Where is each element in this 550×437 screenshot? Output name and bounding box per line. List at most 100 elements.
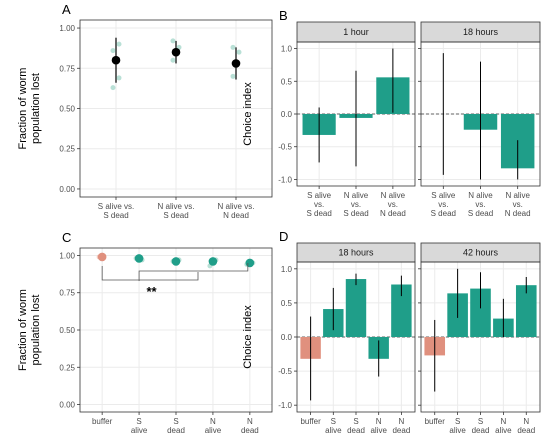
x-tick-line: N xyxy=(500,417,506,426)
x-tick-line: vs. xyxy=(475,200,485,209)
x-tick-line: N xyxy=(376,417,382,426)
y-tick-label: 1.0 xyxy=(281,265,293,274)
x-tick-line: N xyxy=(210,417,216,426)
strip-title: 1 hour xyxy=(343,27,369,37)
y-tick-label: 0.0 xyxy=(281,110,293,119)
y-tick-label: 1.00 xyxy=(59,251,75,260)
y-axis-label-line: Choice index xyxy=(242,305,254,369)
x-tick-line: S alive xyxy=(431,191,456,200)
x-tick-line: S xyxy=(331,417,336,426)
x-tick-line: dead xyxy=(167,426,185,435)
y-axis-label: Fraction of wormpopulation lost xyxy=(17,68,42,150)
y-tick-label: 1.0 xyxy=(281,45,293,54)
mean-dot xyxy=(208,257,218,266)
bar xyxy=(345,279,367,337)
point xyxy=(116,75,122,81)
bracket xyxy=(101,266,199,281)
y-axis-label-line: Choice index xyxy=(242,82,254,146)
strip-title: 18 hours xyxy=(463,27,499,37)
x-tick-label: buffer xyxy=(92,417,113,426)
mean-dot xyxy=(111,55,121,65)
x-tick-line: S xyxy=(173,417,178,426)
x-tick-line: N alive vs. xyxy=(218,202,255,211)
panel-border xyxy=(79,247,273,413)
x-tick-line: S xyxy=(478,417,483,426)
point xyxy=(230,73,236,79)
x-tick-line: S dead xyxy=(468,209,493,218)
mean-dot xyxy=(97,252,107,262)
x-tick-line: S alive vs. xyxy=(98,202,134,211)
x-tick-line: N dead xyxy=(223,211,249,220)
y-tick-label: 0.50 xyxy=(59,326,75,335)
bar xyxy=(470,288,491,337)
y-tick-label: -1.0 xyxy=(278,175,292,184)
y-tick-label: 1.00 xyxy=(59,24,75,33)
x-tick-label: S alive vs. S dead xyxy=(306,191,331,218)
x-tick-label: N alive vs. S dead xyxy=(468,191,493,218)
point xyxy=(110,48,116,54)
y-tick-label: -0.5 xyxy=(278,143,292,152)
x-tick-line: N xyxy=(398,417,404,426)
panel-letter: B xyxy=(279,8,288,23)
x-tick-line: S dead xyxy=(431,209,456,218)
x-tick-label: buffer xyxy=(425,417,446,426)
mean-dot xyxy=(171,47,181,57)
y-axis-label: Fraction of wormpopulation lost xyxy=(17,289,42,371)
y-axis-label-line: population lost xyxy=(30,295,42,366)
x-tick-label: N alive vs. S dead xyxy=(158,202,195,220)
y-axis-label-line: population lost xyxy=(30,73,42,144)
x-tick-line: S dead xyxy=(306,209,331,218)
x-tick-label: N alive vs. N dead xyxy=(380,191,406,218)
x-tick-line: dead xyxy=(517,426,535,435)
y-tick-label: 0.50 xyxy=(59,105,75,114)
x-tick-line: vs. xyxy=(513,200,523,209)
y-tick-label: 0.25 xyxy=(59,363,75,372)
y-tick-label: -1.0 xyxy=(278,401,292,410)
mean-dot xyxy=(231,59,241,68)
x-tick-line: dead xyxy=(472,426,490,435)
point xyxy=(110,85,116,91)
bracket xyxy=(138,263,249,281)
y-tick-label: 0.5 xyxy=(281,77,293,86)
y-tick-label: -0.5 xyxy=(278,367,292,376)
mean-dot xyxy=(245,258,255,268)
x-tick-line: N dead xyxy=(380,209,406,218)
y-tick-label: 0.0 xyxy=(281,333,293,342)
x-tick-label: buffer xyxy=(300,417,321,426)
x-tick-line: N alive xyxy=(505,191,530,200)
y-axis-label: Choice index xyxy=(242,305,254,369)
x-tick-line: S dead xyxy=(103,211,128,220)
mean-dot xyxy=(134,254,144,263)
x-tick-line: N alive xyxy=(468,191,493,200)
significance: ** xyxy=(146,284,157,299)
x-tick-line: N xyxy=(247,417,253,426)
point xyxy=(116,41,122,47)
panel-border xyxy=(296,41,416,187)
point xyxy=(236,49,242,55)
y-axis-label-line: Fraction of worm xyxy=(17,68,29,150)
strip-title: 18 hours xyxy=(338,248,374,258)
x-tick-line: buffer xyxy=(425,417,446,426)
x-tick-line: alive xyxy=(325,426,342,435)
y-tick-label: 0.75 xyxy=(59,64,75,73)
x-tick-label: N alive vs. S dead xyxy=(343,191,368,218)
bar xyxy=(515,285,537,337)
strip-title: 42 hours xyxy=(463,248,499,258)
panel-border xyxy=(420,41,541,187)
x-tick-line: buffer xyxy=(300,417,321,426)
x-tick-line: alive xyxy=(449,426,466,435)
y-axis-label-line: Fraction of worm xyxy=(17,289,29,371)
x-tick-label: S alive vs. S dead xyxy=(431,191,456,218)
x-tick-line: vs. xyxy=(351,200,361,209)
x-tick-line: S dead xyxy=(163,211,188,220)
x-tick-line: dead xyxy=(347,426,365,435)
x-tick-line: vs. xyxy=(314,200,324,209)
